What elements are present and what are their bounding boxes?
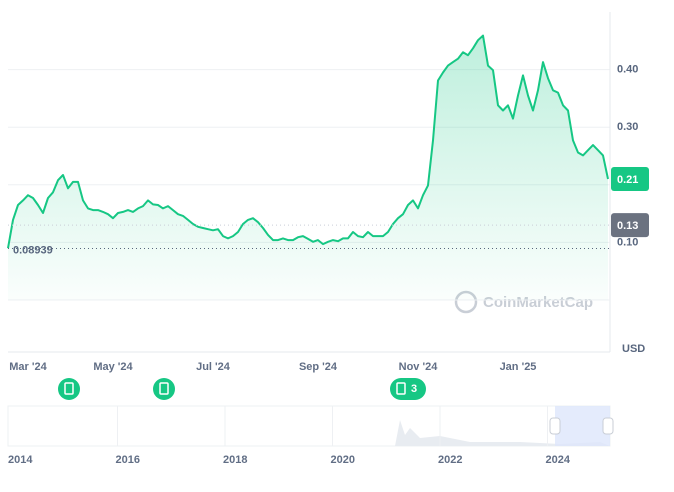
price-badge-label: 0.21 <box>617 174 638 186</box>
navigator-year: 2014 <box>8 454 33 466</box>
x-tick-label: Jan '25 <box>500 361 537 373</box>
price-badge-label: 0.13 <box>617 220 638 232</box>
navigator-year: 2024 <box>546 454 571 466</box>
navigator-handle[interactable] <box>549 417 561 435</box>
navigator-shape <box>395 420 610 446</box>
event-icon <box>396 382 406 395</box>
x-tick-label: Mar '24 <box>9 361 47 373</box>
x-tick-label: May '24 <box>93 361 133 373</box>
unit-label: USD <box>622 343 645 355</box>
area-fill <box>8 35 608 300</box>
price-line <box>7 34 609 249</box>
event-icon <box>159 382 169 395</box>
event-marker[interactable] <box>58 378 80 400</box>
y-tick-label: 0.30 <box>617 121 638 133</box>
navigator-year: 2018 <box>223 454 247 466</box>
event-marker[interactable] <box>153 378 175 400</box>
navigator-year: 2022 <box>438 454 462 466</box>
navigator-frame <box>7 405 611 447</box>
event-markers[interactable]: 3 <box>58 378 426 400</box>
navigator-year: 2016 <box>116 454 140 466</box>
event-icon <box>64 382 74 395</box>
x-tick-label: Nov '24 <box>399 361 439 373</box>
start-price-label: 0.08939 <box>13 244 53 256</box>
y-tick-label: 0.40 <box>617 64 638 76</box>
x-tick-label: Sep '24 <box>299 361 338 373</box>
x-tick-label: Jul '24 <box>196 361 231 373</box>
navigator <box>7 405 614 447</box>
price-badge <box>611 167 649 192</box>
navigator-selection[interactable] <box>555 406 610 446</box>
event-count: 3 <box>411 383 417 395</box>
y-tick-label: 0.10 <box>617 236 638 248</box>
navigator-year: 2020 <box>331 454 355 466</box>
navigator-handle[interactable] <box>602 417 614 435</box>
price-badge <box>611 213 649 238</box>
event-marker[interactable] <box>390 378 426 400</box>
